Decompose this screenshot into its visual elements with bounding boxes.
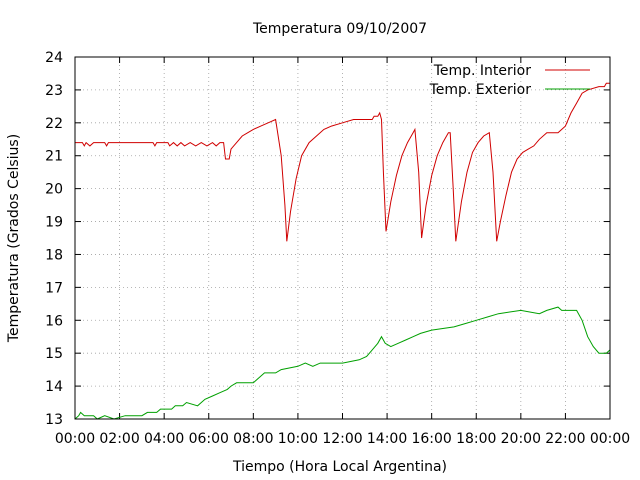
chart-title: Temperatura 09/10/2007 [252, 21, 427, 37]
y-tick-label: 24 [45, 50, 63, 66]
x-tick-label: 08:00 [233, 431, 273, 447]
x-tick-label: 06:00 [189, 431, 229, 447]
y-tick-label: 23 [45, 83, 63, 99]
y-tick-label: 13 [45, 412, 63, 428]
x-tick-label: 18:00 [456, 431, 496, 447]
x-tick-label: 12:00 [322, 431, 362, 447]
x-tick-label: 02:00 [99, 431, 139, 447]
series-line-temp-interior [75, 82, 610, 242]
tick-layer: 00:00 02:00 04:00 06:00 08:00 10:00 12:00 14:00… [45, 50, 630, 447]
y-tick-label: 15 [45, 346, 63, 362]
x-tick-label: 04:00 [144, 431, 184, 447]
x-axis-label: Tiempo (Hora Local Argentina) [232, 459, 447, 475]
x-tick-label: 22:00 [545, 431, 585, 447]
series-layer [74, 82, 611, 420]
series-line-temp-exterior [74, 306, 611, 420]
x-tick-label: 00:00 [590, 431, 630, 447]
legend-label-temp-interior: Temp. Interior [433, 63, 532, 79]
legend: Temp. Interior Temp. Exterior [429, 63, 590, 98]
x-tick-label: 20:00 [501, 431, 541, 447]
y-axis-label: Temperatura (Grados Celsius) [6, 134, 22, 343]
y-tick-label: 16 [45, 313, 63, 329]
x-tick-label: 14:00 [367, 431, 407, 447]
y-tick-label: 19 [45, 215, 63, 231]
legend-label-temp-exterior: Temp. Exterior [429, 82, 532, 98]
x-tick-label: 16:00 [411, 431, 451, 447]
y-tick-label: 20 [45, 182, 63, 198]
y-tick-label: 14 [45, 379, 63, 395]
grid-layer [75, 57, 610, 419]
y-tick-label: 22 [45, 116, 63, 132]
x-tick-label: 10:00 [278, 431, 318, 447]
y-tick-label: 21 [45, 149, 63, 165]
y-tick-label: 17 [45, 280, 63, 296]
x-tick-label: 00:00 [55, 431, 95, 447]
plot-frame [74, 56, 611, 420]
y-tick-label: 18 [45, 247, 63, 263]
